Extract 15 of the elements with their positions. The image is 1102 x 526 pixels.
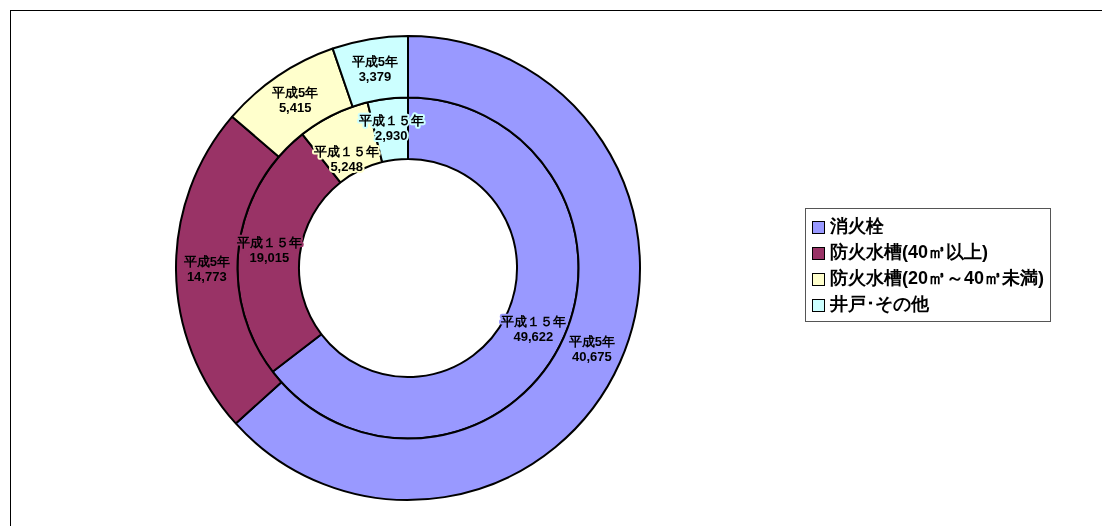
data-label: 19,015 xyxy=(249,249,290,265)
data-label: 14,773 xyxy=(186,269,227,285)
text: 平成5年 xyxy=(183,254,230,270)
legend-label: 防火水槽(20㎥～40㎥未満) xyxy=(829,267,1045,290)
text: 平成5年 xyxy=(351,53,399,69)
legend-label: 井戸･その他 xyxy=(829,293,930,316)
data-label: 40,675 xyxy=(572,348,612,364)
data-label: 5,248 xyxy=(330,159,363,175)
data-label: 49,622 xyxy=(513,328,554,344)
data-label: 5,415 xyxy=(278,100,312,116)
legend-label: 防火水槽(40㎥以上) xyxy=(829,241,989,264)
text: 平成5年 xyxy=(272,85,319,101)
slice-label: 平成5年 xyxy=(567,333,616,349)
data-label: 3,379 xyxy=(358,68,392,84)
legend-label: 消火栓 xyxy=(829,215,885,238)
